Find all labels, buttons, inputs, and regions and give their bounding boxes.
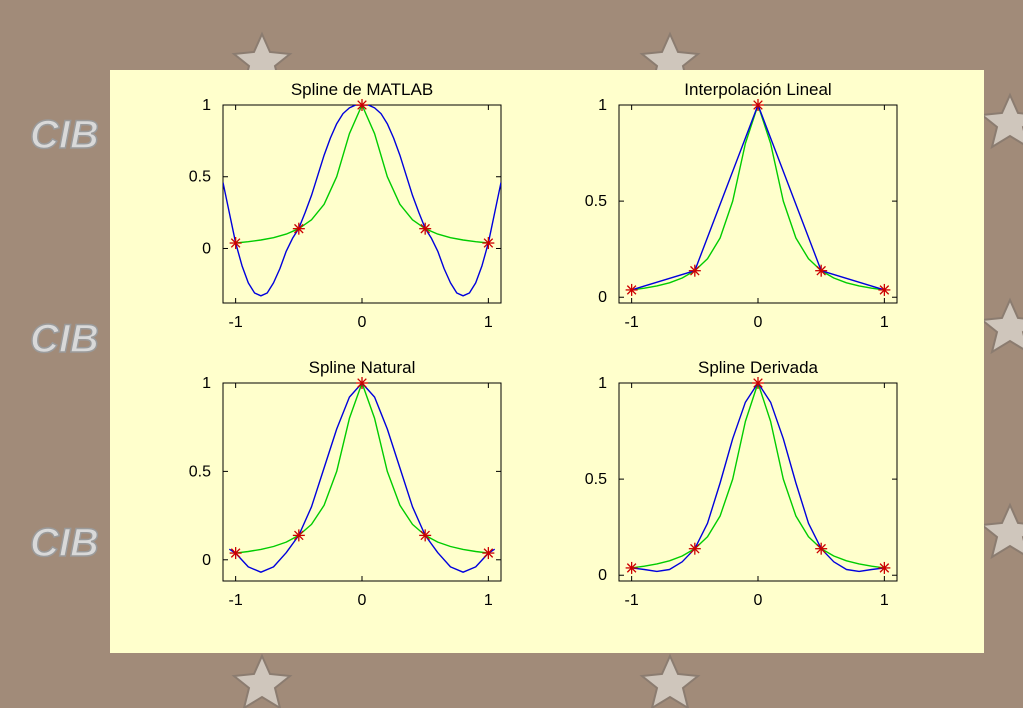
node-marker bbox=[752, 99, 764, 111]
watermark-group: CIB CIB CIB bbox=[29, 112, 99, 566]
star-icon bbox=[979, 92, 1023, 150]
node-marker bbox=[878, 283, 891, 296]
axes-box bbox=[222, 382, 502, 582]
subplot-title: Spline Derivada bbox=[698, 358, 819, 377]
axes-box bbox=[618, 104, 898, 304]
x-tick-label: 1 bbox=[880, 592, 889, 609]
watermark-text: CIB bbox=[30, 113, 99, 157]
y-tick-label: 0 bbox=[202, 240, 211, 257]
subplot-interpolacion-lineal: Interpolación Lineal -1 0 1 0 0.5 1 bbox=[585, 80, 898, 331]
axes-box bbox=[222, 104, 502, 304]
x-tick-label: -1 bbox=[625, 314, 639, 331]
y-tick-label: 0.5 bbox=[189, 169, 211, 186]
series-line-interpolant bbox=[631, 383, 885, 573]
subplot-title: Spline de MATLAB bbox=[291, 80, 433, 99]
series-group bbox=[223, 105, 501, 297]
y-tick-label: 0.5 bbox=[585, 193, 607, 210]
subplot-spline-derivada: Spline Derivada -1 0 1 0 0.5 1 bbox=[585, 358, 898, 609]
node-marker bbox=[815, 542, 828, 555]
y-tick-label: 0.5 bbox=[585, 471, 607, 488]
y-tick-label: 1 bbox=[202, 375, 211, 392]
star-icon bbox=[979, 297, 1023, 355]
node-marker bbox=[482, 237, 495, 250]
x-tick-label: 1 bbox=[484, 314, 493, 331]
x-tick-label: -1 bbox=[229, 592, 243, 609]
node-marker bbox=[419, 222, 432, 235]
node-marker bbox=[356, 377, 368, 389]
series-line-runge-function bbox=[631, 105, 885, 291]
y-tick-label: 0 bbox=[598, 567, 607, 584]
y-tick-label: 0 bbox=[202, 552, 211, 569]
watermark-text: CIB bbox=[30, 521, 99, 565]
node-marker bbox=[878, 561, 891, 574]
y-tick-label: 1 bbox=[598, 97, 607, 114]
y-tick-label: 1 bbox=[598, 375, 607, 392]
subplot-spline-natural: Spline Natural -1 0 1 0 0.5 1 bbox=[189, 358, 502, 609]
axes-box bbox=[618, 382, 898, 582]
figure-canvas: Spline de MATLAB -1 0 1 0 0.5 1 Interpolación… bbox=[189, 80, 898, 609]
x-tick-label: 0 bbox=[754, 592, 763, 609]
x-tick-label: -1 bbox=[229, 314, 243, 331]
node-marker bbox=[482, 547, 495, 560]
subplot-title: Spline Natural bbox=[309, 358, 416, 377]
series-line-interpolant bbox=[228, 383, 496, 573]
series-group bbox=[631, 105, 885, 291]
y-tick-label: 0 bbox=[598, 289, 607, 306]
series-line-runge-function bbox=[235, 383, 489, 554]
series-line-interpolant bbox=[631, 105, 885, 291]
star-icon-edge-group bbox=[979, 92, 1023, 560]
node-marker bbox=[356, 99, 368, 111]
x-tick-label: 0 bbox=[358, 314, 367, 331]
x-tick-label: 0 bbox=[754, 314, 763, 331]
subplot-spline-matlab: Spline de MATLAB -1 0 1 0 0.5 1 bbox=[189, 80, 502, 331]
slide-panel: Spline de MATLAB -1 0 1 0 0.5 1 Interpolación… bbox=[110, 70, 984, 653]
node-marker bbox=[688, 264, 701, 277]
y-tick-label: 0.5 bbox=[189, 463, 211, 480]
star-icon bbox=[231, 653, 293, 708]
series-line-interpolant bbox=[223, 105, 501, 297]
node-marker bbox=[419, 529, 432, 542]
watermark-text: CIB bbox=[30, 317, 99, 361]
series-group bbox=[228, 383, 496, 573]
series-line-runge-function bbox=[631, 383, 885, 569]
node-marker bbox=[229, 547, 242, 560]
node-marker bbox=[752, 377, 764, 389]
node-marker bbox=[625, 283, 638, 296]
x-tick-label: -1 bbox=[625, 592, 639, 609]
node-marker bbox=[688, 542, 701, 555]
star-icon bbox=[639, 653, 701, 708]
series-line-runge-function bbox=[235, 105, 489, 244]
subplot-title: Interpolación Lineal bbox=[684, 80, 831, 99]
node-marker bbox=[292, 529, 305, 542]
node-marker bbox=[815, 264, 828, 277]
x-tick-label: 1 bbox=[880, 314, 889, 331]
node-marker bbox=[229, 237, 242, 250]
star-icon bbox=[979, 502, 1023, 560]
y-tick-label: 1 bbox=[202, 97, 211, 114]
series-group bbox=[631, 383, 885, 573]
x-tick-label: 1 bbox=[484, 592, 493, 609]
node-marker bbox=[625, 561, 638, 574]
node-marker bbox=[292, 222, 305, 235]
x-tick-label: 0 bbox=[358, 592, 367, 609]
